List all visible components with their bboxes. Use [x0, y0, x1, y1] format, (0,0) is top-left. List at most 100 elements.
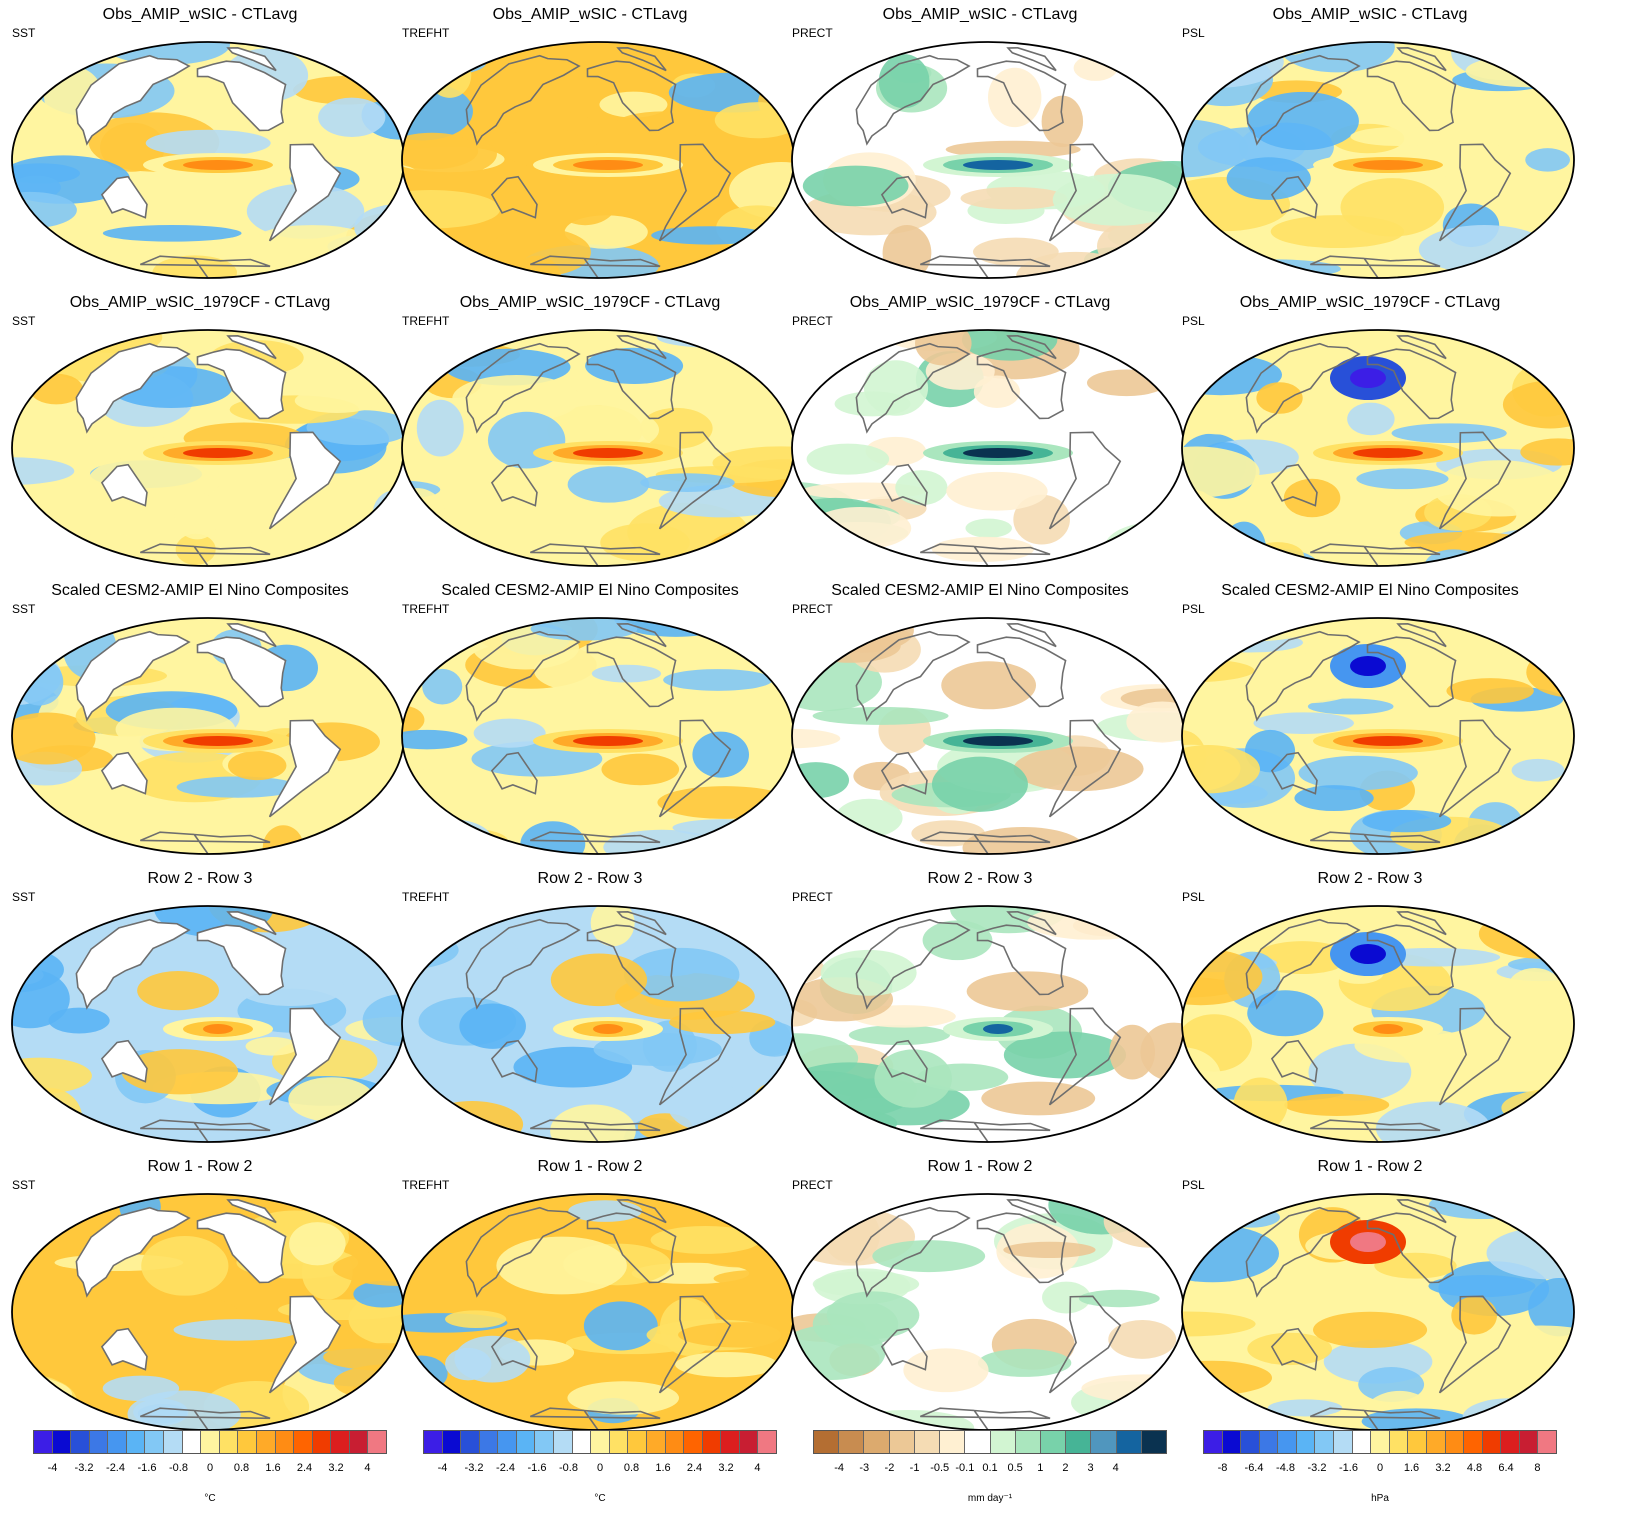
coastline — [880, 1327, 928, 1371]
coastline — [1245, 1206, 1361, 1298]
coastline — [226, 623, 277, 648]
colorbar-swatch — [1334, 1431, 1353, 1453]
world-map — [791, 41, 1185, 279]
variable-label: SST — [12, 26, 36, 40]
colorbar-tick-label: 3.2 — [1435, 1462, 1451, 1474]
colorbar-swatch — [1538, 1431, 1556, 1453]
coastline — [1048, 143, 1122, 242]
coastline — [139, 1407, 271, 1430]
coastline — [1438, 1295, 1512, 1394]
variable-label: PSL — [1182, 602, 1205, 616]
colorbar-prect: -4 -3 -2 -1 -0.5 -0.1 0.1 0.5 1 2 3 4 mm day⁻¹ — [813, 1425, 1167, 1515]
colorbar-swatch — [89, 1431, 109, 1453]
variable-label: TREFHT — [402, 1178, 450, 1192]
colorbar-swatch — [516, 1431, 536, 1453]
panel-title: Obs_AMIP_wSIC - CTLavg — [492, 6, 688, 23]
colorbar-swatch — [889, 1431, 915, 1453]
coastline — [268, 1007, 342, 1106]
coastline — [75, 342, 191, 434]
panel-title: Row 2 - Row 3 — [537, 870, 643, 887]
coastline — [465, 342, 581, 434]
panel-title: Scaled CESM2-AMIP El Nino Composites — [831, 582, 1129, 599]
coastline — [976, 636, 1067, 708]
colorbar-swatch — [312, 1431, 332, 1453]
colorbar-swatch — [1519, 1431, 1539, 1453]
variable-label: SST — [12, 602, 36, 616]
coastline — [139, 543, 271, 566]
world-map — [401, 1193, 795, 1431]
coastline — [1438, 431, 1512, 530]
coastline — [880, 1039, 928, 1083]
variable-label: TREFHT — [402, 314, 450, 328]
coastline — [1309, 831, 1441, 854]
coastline — [919, 255, 1051, 278]
coastline — [1006, 47, 1057, 72]
coastline — [100, 463, 148, 507]
coastline — [1048, 431, 1122, 530]
colorbar-swatch — [864, 1431, 890, 1453]
coastline — [855, 630, 971, 722]
colorbar-swatch — [201, 1431, 220, 1453]
colorbar-swatch — [1482, 1431, 1502, 1453]
coastline — [586, 636, 677, 708]
coastline — [616, 911, 667, 936]
colorbar-tick-label: -1.6 — [137, 1462, 157, 1474]
colorbar-tick-label: 0.5 — [1007, 1462, 1023, 1474]
colorbar-swatches — [33, 1430, 387, 1454]
coastline — [490, 1039, 538, 1083]
colorbar-tick-label: 1.6 — [265, 1462, 281, 1474]
coastline — [465, 1206, 581, 1298]
map-border — [1181, 329, 1575, 567]
colorbar-tick-label: 0.8 — [623, 1462, 640, 1474]
colorbar-swatch — [940, 1431, 966, 1453]
colorbar-swatch — [34, 1431, 53, 1453]
colorbar-swatch — [990, 1431, 1016, 1453]
coastline — [465, 54, 581, 146]
colorbar-swatch — [572, 1431, 592, 1453]
colorbar-swatch — [1141, 1431, 1167, 1453]
world-map — [11, 329, 405, 567]
coastline — [1270, 175, 1318, 219]
colorbar-swatch — [628, 1431, 647, 1453]
colorbar-swatch — [1015, 1431, 1041, 1453]
colorbar-tick-label: -2 — [884, 1462, 895, 1474]
colorbar-swatch — [1352, 1431, 1372, 1453]
coastline — [1309, 1407, 1441, 1430]
world-map — [1181, 41, 1575, 279]
colorbar-swatch — [1445, 1431, 1465, 1453]
coastline — [855, 54, 971, 146]
coastline — [1309, 1119, 1441, 1142]
colorbar-unit: hPa — [1371, 1493, 1389, 1504]
colorbar-tick-label: 2.4 — [296, 1462, 313, 1474]
colorbar-swatch — [182, 1431, 202, 1453]
map-panel-psl-row1: Obs_AMIP_wSIC - CTLavg PSL — [1170, 0, 1575, 280]
colorbar-swatch — [1371, 1431, 1390, 1453]
colorbar-tick-label: 1.6 — [655, 1462, 671, 1474]
colorbar-swatch — [1389, 1431, 1409, 1453]
coastline — [616, 623, 667, 648]
colorbar-tick-label: -2.4 — [496, 1462, 515, 1474]
coastline — [1309, 543, 1441, 566]
colorbar-tick-label: 8 — [1534, 1462, 1541, 1474]
colorbar-swatch — [1091, 1431, 1117, 1453]
colorbar-swatch — [256, 1431, 276, 1453]
map-panel-prect-row4: Row 2 - Row 3 PRECT — [780, 864, 1185, 1144]
panel-title: Row 1 - Row 2 — [927, 1158, 1033, 1175]
variable-label: PRECT — [792, 1178, 833, 1192]
coastline — [1006, 1199, 1057, 1224]
coastline — [1048, 719, 1122, 818]
map-panel-trefht-row2: Obs_AMIP_wSIC_1979CF - CTLavg TREFHT — [390, 288, 795, 568]
coastline — [855, 342, 971, 434]
colorbar-tick-label: 1 — [1037, 1462, 1044, 1474]
colorbar-tick-label: -3.2 — [74, 1462, 94, 1474]
colorbar-swatch — [1426, 1431, 1446, 1453]
coastline — [1270, 1327, 1318, 1371]
coastline — [139, 831, 271, 854]
colorbar-swatch — [1066, 1431, 1092, 1453]
colorbar-tick-label: -1.6 — [527, 1462, 547, 1474]
world-map — [11, 1193, 405, 1431]
colorbar-tick-label: -0.8 — [169, 1462, 188, 1474]
colorbar-swatch — [609, 1431, 629, 1453]
map-border — [1181, 905, 1575, 1143]
world-map — [1181, 905, 1575, 1143]
